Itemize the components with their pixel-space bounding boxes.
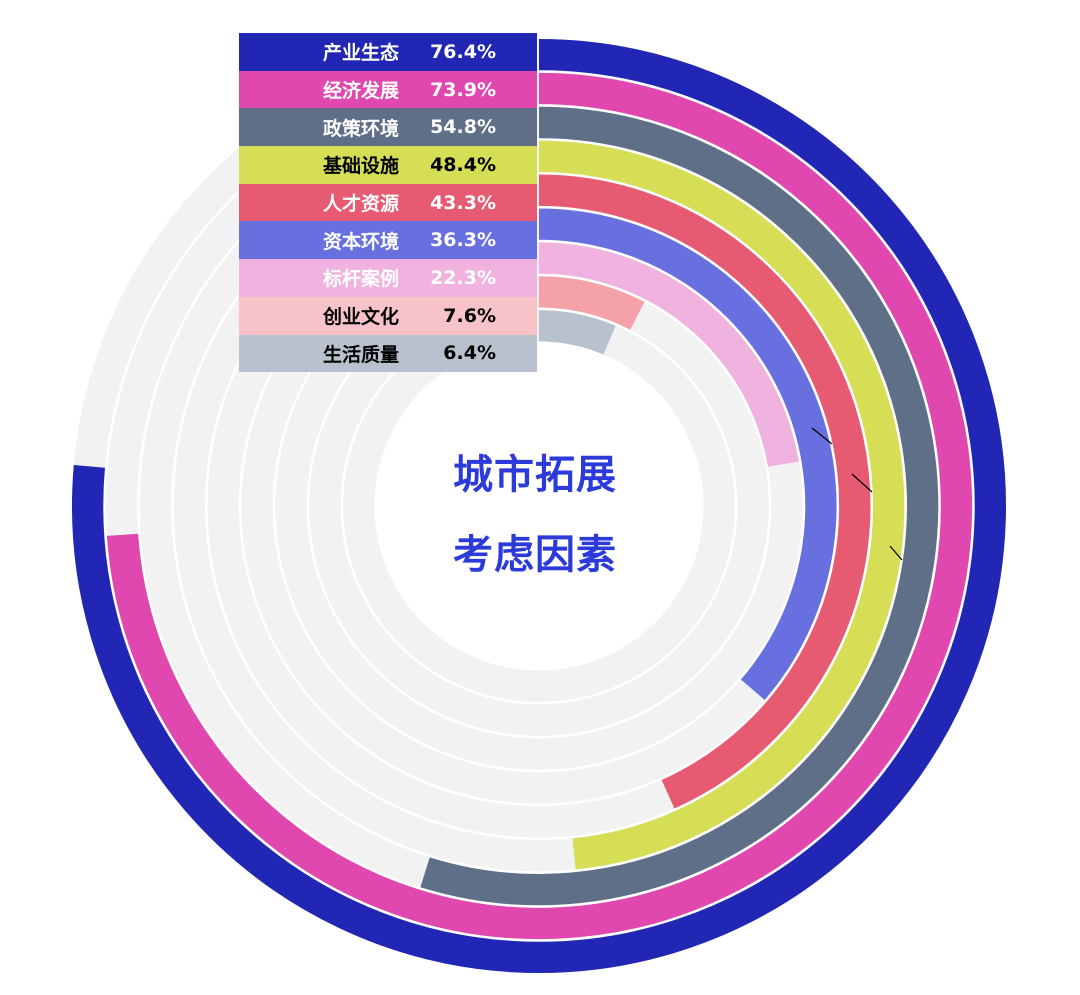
legend-item: 人才资源 43.3%	[239, 183, 537, 222]
legend-label: 生活质量	[322, 343, 399, 366]
legend-item: 基础设施 48.4%	[239, 146, 537, 184]
center-title-line2: 考虑因素	[453, 532, 617, 578]
center-title-line1: 城市拓展	[453, 452, 617, 498]
bar-8	[538, 276, 645, 330]
legend-label: 基础设施	[322, 155, 399, 178]
legend-item: 资本环境 36.3%	[239, 221, 537, 260]
legend-label: 标杆案例	[322, 268, 399, 291]
bar-5	[538, 174, 871, 809]
legend-value: 54.8%	[430, 116, 496, 139]
bar-3	[420, 106, 939, 906]
legend-value: 6.4%	[443, 342, 496, 365]
legend-value: 73.9%	[430, 78, 496, 101]
bar-6	[538, 208, 837, 700]
tick-mark	[851, 473, 873, 493]
legend-item: 标杆案例 22.3%	[239, 259, 537, 297]
legend-item: 政策环境 54.8%	[239, 108, 537, 147]
bar-2	[106, 72, 973, 940]
legend: 产业生态 76.4% 经济发展 73.9% 政策环境 54.8% 基础设施 48.4% 人才资源…	[239, 33, 537, 373]
legend-item: 生活质量 6.4%	[239, 334, 537, 373]
legend-value: 48.4%	[430, 153, 496, 176]
tick-marks	[811, 427, 903, 561]
legend-label: 产业生态	[322, 42, 399, 65]
legend-item: 经济发展 73.9%	[239, 70, 537, 109]
legend-value: 7.6%	[443, 304, 496, 327]
legend-value: 22.3%	[430, 266, 496, 289]
legend-value: 76.4%	[430, 40, 496, 63]
tick-mark	[811, 427, 833, 445]
legend-label: 政策环境	[322, 117, 399, 140]
legend-item: 创业文化 7.6%	[239, 296, 537, 335]
bar-9	[538, 310, 616, 355]
legend-label: 资本环境	[322, 230, 399, 253]
legend-value: 43.3%	[430, 191, 496, 214]
legend-value: 36.3%	[430, 229, 496, 252]
tick-mark	[889, 545, 903, 561]
legend-label: 人才资源	[322, 193, 399, 216]
center-title: 城市拓展 考虑因素	[385, 435, 685, 595]
legend-item: 产业生态 76.4%	[239, 33, 537, 71]
legend-label: 经济发展	[322, 80, 399, 103]
bar-1	[72, 38, 1006, 973]
bar-7	[538, 242, 799, 467]
track-ring	[275, 242, 803, 770]
bar-group	[72, 38, 1006, 973]
legend-label: 创业文化	[322, 306, 399, 329]
bar-4	[538, 140, 905, 870]
